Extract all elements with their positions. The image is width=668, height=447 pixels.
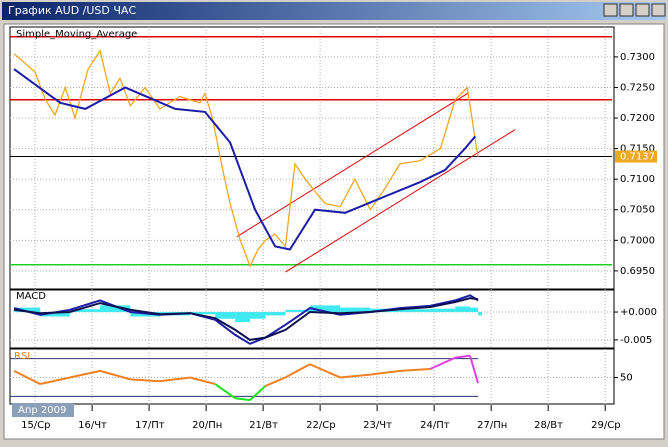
- pane-frame: [9, 288, 615, 349]
- histogram-bar: [235, 312, 251, 323]
- last-price-label: 0.7137: [620, 152, 655, 163]
- rsi-segment: [429, 356, 456, 370]
- window-title: График AUD /USD ЧАС: [8, 4, 136, 17]
- histogram-bar: [470, 307, 479, 313]
- y-tick-label: +0.000: [620, 307, 657, 318]
- rsi-segment: [40, 376, 71, 386]
- macd-line: [13, 294, 479, 345]
- x-tick-label: 23/Чт: [363, 420, 392, 431]
- rsi-segment: [99, 369, 131, 381]
- price-line: [13, 68, 476, 251]
- restore-button[interactable]: [635, 3, 650, 17]
- pane-frame: [9, 26, 615, 291]
- rsi-segment: [265, 376, 286, 387]
- maximize-button[interactable]: [619, 3, 634, 17]
- x-tick-label: 22/Ср: [306, 420, 335, 431]
- histogram-bar: [399, 309, 431, 313]
- chart-area: [3, 23, 665, 440]
- y-tick-label: 0.7000: [620, 235, 655, 246]
- y-tick-label: 0.6950: [620, 266, 655, 277]
- rsi-segment: [284, 363, 311, 379]
- histogram-bar: [69, 309, 101, 313]
- histogram-bar: [478, 312, 483, 316]
- x-tick-label: 15/Ср: [21, 420, 50, 431]
- histogram-bar: [340, 307, 371, 313]
- rsi-segment: [455, 354, 471, 359]
- rsi-segment: [159, 376, 191, 383]
- y-tick-label: 0.7250: [620, 82, 655, 93]
- x-tick-label: 17/Пт: [135, 420, 165, 431]
- x-tick-label: 27/Пн: [477, 420, 507, 431]
- last-price-box: [615, 150, 657, 163]
- histogram-bar: [309, 305, 341, 313]
- histogram-bar: [265, 312, 286, 316]
- y-tick-label: 0.7050: [620, 205, 655, 216]
- channel-line: [236, 92, 469, 238]
- histogram-bar: [14, 307, 41, 313]
- x-tick-label: 21/Вт: [249, 420, 278, 431]
- period-box: [12, 403, 74, 417]
- rsi-segment: [399, 367, 431, 372]
- channel-line: [285, 129, 516, 273]
- indicator-label: Simple_Moving_Average: [16, 29, 137, 40]
- rsi-segment: [235, 397, 251, 402]
- rsi-segment: [13, 369, 41, 385]
- pane-title: MACD: [16, 291, 46, 302]
- histogram-bar: [285, 309, 310, 313]
- rsi-segment: [214, 383, 236, 400]
- price-line: [13, 49, 479, 268]
- y-tick-label: -0.005: [620, 335, 652, 346]
- y-tick-label: 0.7150: [620, 144, 655, 155]
- rsi-segment: [69, 369, 101, 379]
- pane-frame: [9, 348, 615, 405]
- x-tick-label: 16/Чт: [78, 420, 107, 431]
- histogram-bar: [455, 306, 471, 313]
- y-tick-label: 50: [620, 372, 633, 383]
- histogram-bar: [100, 305, 131, 313]
- histogram-bar: [40, 312, 70, 317]
- rsi-segment: [469, 355, 479, 384]
- macd-line: [13, 297, 479, 341]
- histogram-bar: [250, 312, 266, 319]
- histogram-bar: [215, 312, 236, 319]
- rsi-segment: [189, 376, 216, 386]
- x-tick-label: 28/Вт: [534, 420, 563, 431]
- rsi-segment: [130, 378, 161, 383]
- rsi-segment: [249, 385, 267, 401]
- pane-title: RSI: [14, 351, 30, 362]
- minimize-button[interactable]: [603, 3, 618, 17]
- period-label: Апр 2009: [18, 405, 66, 416]
- histogram-bar: [190, 312, 216, 315]
- x-tick-label: 29/Ср: [591, 420, 620, 431]
- rsi-segment: [309, 363, 341, 379]
- x-tick-label: 24/Пт: [420, 420, 450, 431]
- rsi-segment: [339, 373, 371, 379]
- histogram-bar: [430, 308, 456, 313]
- title-bar: [2, 2, 666, 20]
- close-button[interactable]: [651, 3, 666, 17]
- window-buttons[interactable]: [603, 3, 666, 17]
- x-tick-label: 20/Пн: [192, 420, 222, 431]
- rsi-segment: [370, 369, 401, 376]
- y-tick-label: 0.7300: [620, 52, 655, 63]
- y-tick-label: 0.7200: [620, 113, 655, 124]
- y-tick-label: 0.7100: [620, 174, 655, 185]
